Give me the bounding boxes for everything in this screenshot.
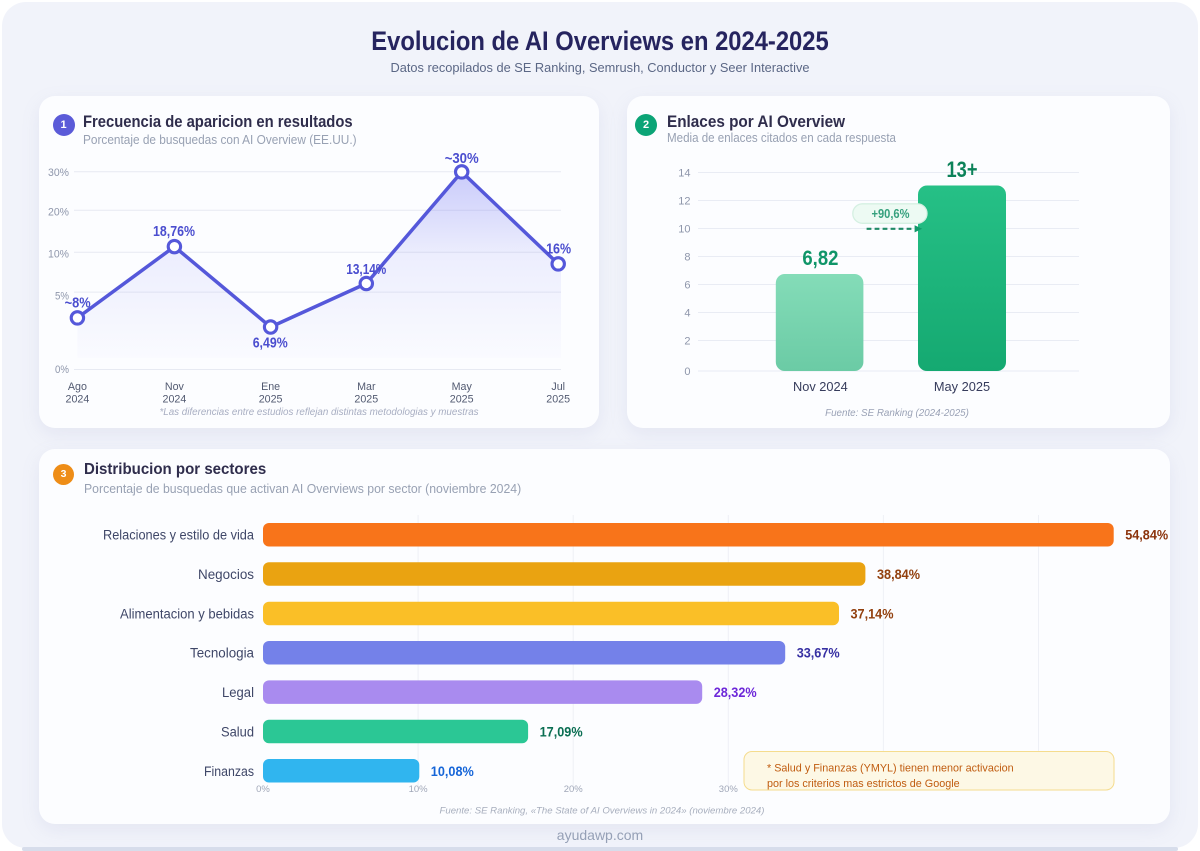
svg-text:20%: 20% [564,784,584,795]
svg-text:4: 4 [684,307,690,319]
svg-text:Ago: Ago [68,381,87,393]
svg-text:6,82: 6,82 [802,247,838,270]
svg-text:13+: 13+ [947,157,978,182]
svg-text:2024: 2024 [163,394,187,406]
svg-text:May: May [452,381,473,393]
svg-text:*Las diferencias entre estudio: *Las diferencias entre estudios reflejan… [159,407,478,418]
svg-text:por los criterios mas estricto: por los criterios mas estrictos de Googl… [767,778,960,790]
svg-text:Legal: Legal [222,685,254,700]
svg-text:~30%: ~30% [445,151,479,167]
svg-text:0: 0 [684,366,690,378]
svg-text:5%: 5% [55,290,69,302]
svg-text:10,08%: 10,08% [431,764,474,779]
svg-text:Mar: Mar [357,381,376,393]
svg-text:10%: 10% [48,249,69,261]
svg-text:+90,6%: +90,6% [872,207,910,221]
svg-text:Relaciones y estilo de vida: Relaciones y estilo de vida [103,528,254,543]
svg-text:Tecnologia: Tecnologia [190,646,254,661]
svg-text:20%: 20% [48,207,69,219]
svg-text:Negocios: Negocios [198,567,254,582]
svg-text:Finanzas: Finanzas [204,764,254,779]
svg-text:8: 8 [684,251,690,263]
svg-text:* Salud y Finanzas (YMYL) tien: * Salud y Finanzas (YMYL) tienen menor a… [767,762,1014,774]
svg-text:Alimentacion y bebidas: Alimentacion y bebidas [120,606,254,621]
svg-text:38,84%: 38,84% [877,567,920,582]
svg-text:30%: 30% [48,167,69,179]
svg-text:Fuente: SE Ranking (2024-2025): Fuente: SE Ranking (2024-2025) [825,408,969,419]
svg-text:17,09%: 17,09% [540,724,583,739]
svg-text:6,49%: 6,49% [253,336,288,352]
svg-text:37,14%: 37,14% [851,606,894,621]
svg-text:~8%: ~8% [65,296,91,312]
svg-text:2025: 2025 [354,394,378,406]
svg-text:16%: 16% [546,241,571,257]
svg-text:10%: 10% [409,784,429,795]
svg-text:Jul: Jul [551,381,565,393]
svg-text:30%: 30% [719,784,739,795]
svg-text:10: 10 [678,223,690,235]
svg-text:0%: 0% [55,364,69,376]
svg-text:Ene: Ene [261,381,280,393]
svg-text:0%: 0% [256,784,270,795]
svg-text:6: 6 [684,279,690,291]
svg-text:54,84%: 54,84% [1125,528,1168,543]
svg-text:Nov 2024: Nov 2024 [793,379,848,394]
svg-text:Fuente: SE Ranking, «The State: Fuente: SE Ranking, «The State of AI Ove… [440,806,765,817]
svg-text:2: 2 [684,335,690,347]
svg-text:14: 14 [678,167,690,179]
svg-text:18,76%: 18,76% [153,224,195,240]
svg-text:2025: 2025 [259,394,283,406]
svg-text:May 2025: May 2025 [934,379,990,394]
svg-text:12: 12 [678,195,690,207]
svg-text:33,67%: 33,67% [797,646,840,661]
svg-text:13,14%: 13,14% [346,262,386,278]
svg-text:Salud: Salud [221,724,254,739]
svg-text:2025: 2025 [450,394,474,406]
svg-text:Nov: Nov [165,381,185,393]
svg-text:2024: 2024 [66,394,90,406]
svg-text:28,32%: 28,32% [714,685,757,700]
svg-text:2025: 2025 [546,394,570,406]
